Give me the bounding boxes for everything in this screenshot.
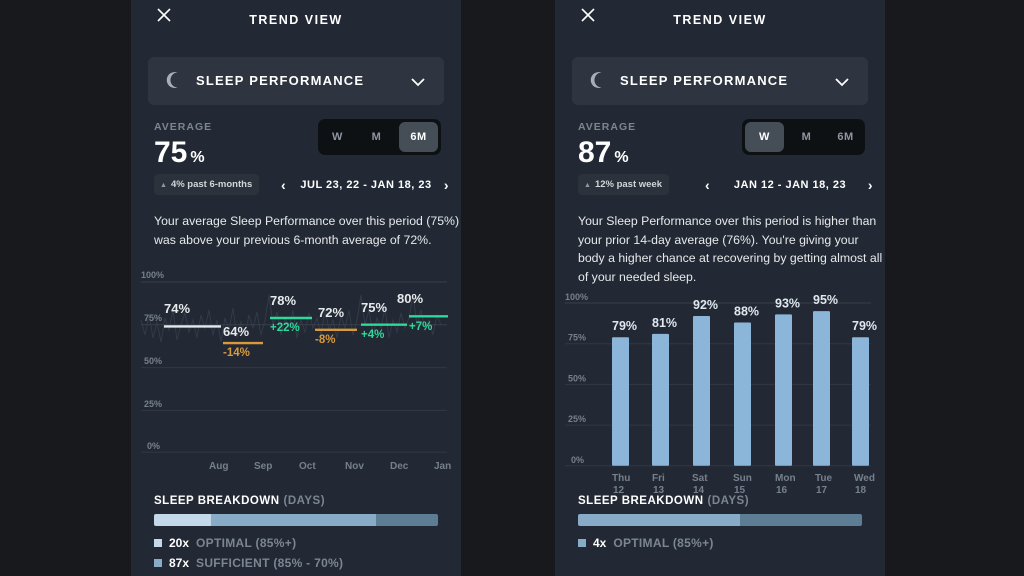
svg-text:16: 16 (776, 485, 788, 496)
svg-text:Jan: Jan (434, 461, 451, 472)
svg-text:50%: 50% (568, 373, 586, 383)
svg-text:50%: 50% (144, 356, 162, 366)
svg-text:17: 17 (816, 485, 828, 496)
svg-text:80%: 80% (397, 291, 423, 306)
svg-text:25%: 25% (568, 414, 586, 424)
svg-text:75%: 75% (144, 313, 162, 323)
svg-text:0%: 0% (147, 441, 160, 451)
svg-text:Sun: Sun (733, 473, 752, 484)
svg-text:72%: 72% (318, 305, 344, 320)
svg-text:+22%: +22% (270, 322, 300, 334)
svg-text:74%: 74% (164, 301, 190, 316)
svg-text:Fri: Fri (652, 473, 665, 484)
svg-text:100%: 100% (565, 292, 588, 302)
svg-text:Thu: Thu (612, 473, 630, 484)
svg-text:+4%: +4% (361, 329, 384, 341)
svg-text:79%: 79% (612, 319, 637, 333)
svg-text:100%: 100% (141, 270, 164, 280)
svg-text:Sat: Sat (692, 473, 708, 484)
svg-text:93%: 93% (775, 297, 800, 311)
svg-text:+7%: +7% (409, 321, 432, 333)
svg-text:Nov: Nov (345, 461, 364, 472)
svg-text:75%: 75% (361, 300, 387, 315)
svg-text:-8%: -8% (315, 334, 335, 346)
svg-text:-14%: -14% (223, 347, 250, 359)
svg-text:92%: 92% (693, 298, 718, 312)
svg-text:64%: 64% (223, 324, 249, 339)
svg-text:0%: 0% (571, 455, 584, 465)
svg-text:Mon: Mon (775, 473, 796, 484)
svg-text:18: 18 (855, 485, 867, 496)
svg-text:79%: 79% (852, 319, 877, 333)
svg-text:Oct: Oct (299, 461, 316, 472)
svg-text:95%: 95% (813, 293, 838, 307)
svg-text:88%: 88% (734, 305, 759, 319)
svg-text:75%: 75% (568, 333, 586, 343)
svg-text:25%: 25% (144, 399, 162, 409)
svg-text:Sep: Sep (254, 461, 272, 472)
svg-text:Aug: Aug (209, 461, 228, 472)
svg-text:Dec: Dec (390, 461, 409, 472)
svg-text:81%: 81% (652, 316, 677, 330)
svg-text:78%: 78% (270, 293, 296, 308)
svg-text:Wed: Wed (854, 473, 875, 484)
svg-text:Tue: Tue (815, 473, 832, 484)
